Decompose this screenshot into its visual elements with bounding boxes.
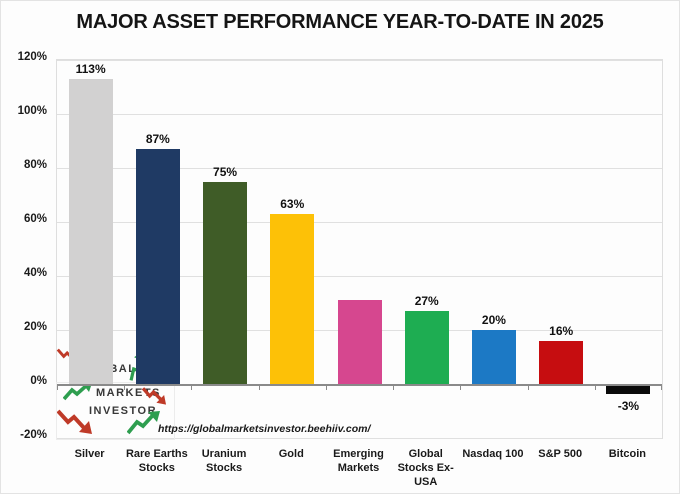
chart-title: MAJOR ASSET PERFORMANCE YEAR-TO-DATE IN … xyxy=(76,11,604,33)
source-url: https://globalmarketsinvestor.beehiiv.co… xyxy=(158,423,371,435)
plot-area: 113% 87% 75% 63% 27% 20% 16% -3% xyxy=(56,59,663,439)
category-label: Gold xyxy=(278,448,304,460)
axis-tick xyxy=(460,384,462,390)
y-axis-label: 0% xyxy=(30,375,47,387)
y-axis-label: 100% xyxy=(17,105,47,117)
axis-tick xyxy=(57,384,58,390)
bar-bitcoin xyxy=(606,386,651,395)
stock-down-arrow-icon xyxy=(141,385,167,410)
gridline xyxy=(57,114,662,115)
bar-rare-earths xyxy=(135,149,180,384)
value-label: -3% xyxy=(617,399,640,414)
category-label: Silver xyxy=(74,448,105,460)
stock-down-arrow-icon xyxy=(56,408,93,439)
bar-emerging xyxy=(337,300,382,384)
watermark-word-investor: INVESTOR xyxy=(89,405,158,417)
axis-tick xyxy=(594,384,596,390)
bar-uranium xyxy=(203,181,248,384)
gridline xyxy=(57,60,662,61)
gridline xyxy=(57,276,662,277)
watermark-box xyxy=(56,382,175,440)
y-axis-label: 120% xyxy=(17,51,47,63)
y-axis-label: 40% xyxy=(23,267,47,279)
category-label: S&P 500 xyxy=(538,448,583,460)
category-label: Uranium Stocks xyxy=(201,448,247,474)
value-label: 87% xyxy=(145,132,170,147)
stock-up-arrow-icon xyxy=(126,411,161,440)
bar-gold xyxy=(270,213,315,384)
category-label: Global Stocks Ex- USA xyxy=(397,448,454,488)
bar-global xyxy=(404,311,449,384)
gridline xyxy=(57,222,662,223)
value-label: 63% xyxy=(280,196,305,211)
value-label: 20% xyxy=(481,313,506,327)
stock-up-arrow-icon xyxy=(62,383,93,406)
axis-tick xyxy=(124,384,126,390)
value-label: 113% xyxy=(75,61,106,76)
y-axis-label: 20% xyxy=(23,321,47,333)
axis-tick xyxy=(661,384,662,390)
bar-s-p-500 xyxy=(539,340,584,384)
x-axis-line xyxy=(57,383,662,386)
category-label: Emerging Markets xyxy=(333,448,384,474)
category-label: Rare Earths Stocks xyxy=(125,448,188,474)
axis-tick xyxy=(527,384,529,390)
axis-tick xyxy=(393,384,395,390)
value-label: 27% xyxy=(414,294,439,309)
y-axis-label: -20% xyxy=(20,429,47,441)
category-label: Bitcoin xyxy=(608,448,647,460)
value-label: 16% xyxy=(549,323,574,338)
axis-tick xyxy=(325,384,327,390)
gridline xyxy=(57,438,662,439)
gridline xyxy=(57,168,662,169)
y-axis-label: 80% xyxy=(23,159,47,171)
bar-nasdaq-100 xyxy=(471,330,516,384)
value-label: 75% xyxy=(213,164,238,179)
axis-tick xyxy=(258,384,260,390)
bar-silver xyxy=(68,78,113,384)
axis-tick xyxy=(191,384,193,390)
y-axis-label: 60% xyxy=(23,213,47,225)
category-label: Nasdaq 100 xyxy=(462,448,524,460)
